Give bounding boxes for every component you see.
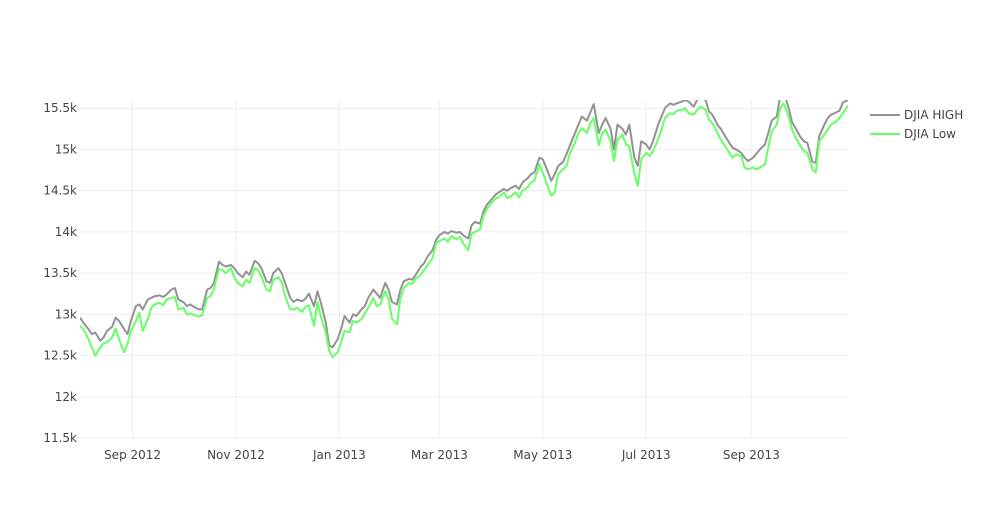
y-tick-label: 11.5k: [43, 431, 77, 445]
y-tick-label: 14.5k: [43, 184, 77, 198]
legend-label: DJIA HIGH: [904, 108, 963, 122]
y-axis-tick-labels: 11.5k 12k 12.5k 13k 13.5k 14k 14.5k 15k 15.5k: [43, 101, 77, 445]
legend-item[interactable]: DJIA Low: [870, 127, 956, 141]
y-tick-label: 15.5k: [43, 101, 77, 115]
legend-item[interactable]: DJIA HIGH: [870, 108, 963, 122]
y-tick-label: 13k: [55, 307, 77, 321]
y-tick-label: 14k: [55, 225, 77, 239]
x-tick-label: Jan 2013: [312, 448, 366, 462]
x-tick-label: Jul 2013: [621, 448, 671, 462]
x-gridlines: [132, 100, 752, 438]
x-tick-label: May 2013: [513, 448, 572, 462]
x-axis-tick-labels: Sep 2012 Nov 2012 Jan 2013 Mar 2013 May 2013…: [104, 448, 780, 462]
x-tick-label: Nov 2012: [207, 448, 265, 462]
series-layer: [80, 100, 848, 359]
y-tick-label: 12k: [55, 390, 77, 404]
x-tick-label: Mar 2013: [411, 448, 468, 462]
y-tick-label: 13.5k: [43, 266, 77, 280]
y-gridlines: [80, 107, 848, 439]
legend-label: DJIA Low: [904, 127, 956, 141]
x-tick-label: Sep 2012: [104, 448, 161, 462]
legend: DJIA HIGH DJIA Low: [870, 108, 963, 141]
y-tick-label: 15k: [55, 142, 77, 156]
series-line-0: [80, 100, 848, 349]
y-tick-label: 12.5k: [43, 349, 77, 363]
series-line-1: [80, 102, 848, 359]
x-tick-label: Sep 2013: [723, 448, 780, 462]
